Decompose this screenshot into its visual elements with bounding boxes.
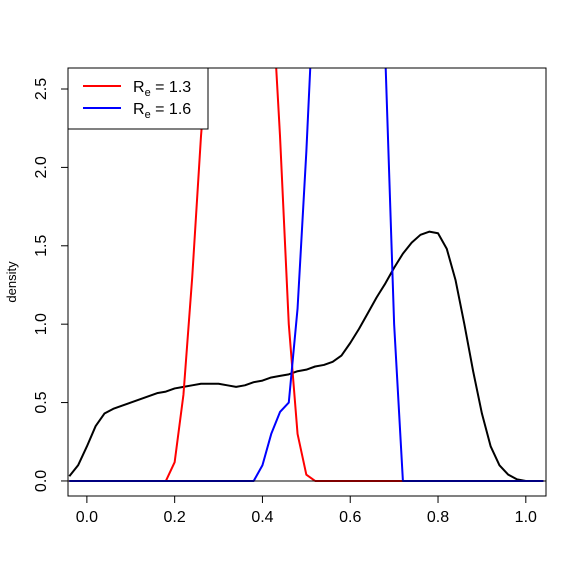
y-tick-label: 0.5 xyxy=(33,391,50,413)
y-tick-label: 1.5 xyxy=(33,235,50,257)
y-tick-label: 0.0 xyxy=(33,470,50,492)
x-tick-label: 0.4 xyxy=(251,509,273,526)
y-axis-label: density xyxy=(4,261,19,303)
plot-area xyxy=(68,68,546,482)
x-tick-label: 0.8 xyxy=(427,509,449,526)
plot-frame xyxy=(67,67,547,497)
y-tick-label: 2.5 xyxy=(33,78,50,100)
legend-label: Re = 1.3 xyxy=(133,79,191,99)
x-tick-label: 1.0 xyxy=(515,509,537,526)
y-tick-label: 2.0 xyxy=(33,156,50,178)
x-tick-label: 0.6 xyxy=(339,509,361,526)
legend-label: Re = 1.6 xyxy=(133,101,191,121)
x-tick-label: 0.2 xyxy=(164,509,186,526)
y-tick-label: 1.0 xyxy=(33,313,50,335)
legend-box xyxy=(67,67,209,130)
x-tick-label: 0.0 xyxy=(76,509,98,526)
density-line xyxy=(68,230,544,482)
